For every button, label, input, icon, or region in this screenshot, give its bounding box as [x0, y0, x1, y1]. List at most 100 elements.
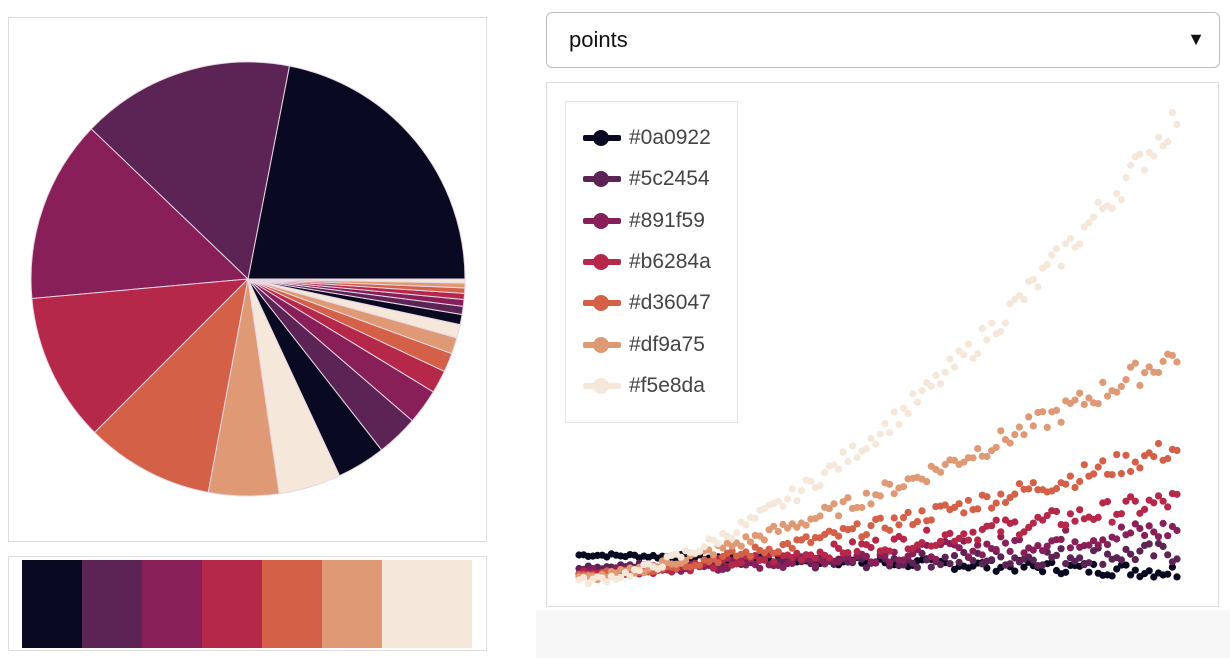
scatter-point	[997, 533, 1005, 541]
scatter-point	[955, 558, 963, 566]
scatter-point	[853, 547, 861, 556]
palette-swatch	[22, 560, 82, 648]
scatter-point	[807, 539, 815, 547]
pie-slice[interactable]	[90, 61, 291, 280]
scatter-point	[1029, 519, 1037, 527]
scatter-point	[1136, 150, 1144, 158]
scatter-point	[876, 492, 884, 500]
chevron-down-icon: ▼	[1187, 29, 1205, 49]
scatter-point	[1117, 382, 1125, 391]
scatter-point	[927, 382, 935, 390]
scatter-point	[1076, 389, 1084, 397]
scatter-point	[974, 350, 982, 358]
scatter-point	[1062, 480, 1070, 488]
scatter-point	[1057, 418, 1065, 426]
pie-slice[interactable]	[93, 277, 249, 493]
scatter-point	[1117, 196, 1125, 204]
scatter-point	[950, 363, 959, 371]
scatter-point	[709, 564, 717, 572]
scatter-point	[904, 409, 912, 418]
scatter-point	[960, 509, 968, 517]
scatter-point	[1025, 485, 1033, 493]
scatter-point	[788, 559, 796, 567]
scatter-point	[1173, 120, 1181, 128]
scatter-point	[886, 429, 894, 437]
scatter-point	[835, 532, 843, 540]
legend-item[interactable]: #f5e8da	[583, 372, 705, 400]
scatter-point	[635, 566, 643, 575]
scatter-point	[1122, 376, 1130, 384]
legend-marker-icon	[583, 207, 621, 235]
scatter-point	[742, 521, 750, 529]
legend-item[interactable]: #891f59	[583, 207, 705, 235]
scatter-point	[1080, 400, 1088, 408]
scatter-point	[839, 498, 847, 506]
scatter-point	[1108, 471, 1116, 479]
scatter-point	[1108, 572, 1116, 580]
scatter-point	[1150, 499, 1158, 507]
scatter-point	[946, 355, 954, 363]
scatter-point	[1011, 518, 1019, 526]
scatter-point	[941, 368, 949, 376]
pie-slice[interactable]	[31, 278, 250, 434]
scatter-point	[1122, 174, 1130, 182]
scatter-point	[1029, 546, 1037, 554]
legend-marker-icon	[583, 331, 621, 359]
legend-label: #df9a75	[629, 332, 705, 356]
scatter-point	[1062, 560, 1070, 568]
scatter-point	[1173, 526, 1181, 535]
scatter-point	[825, 554, 833, 562]
scatter-point	[964, 553, 972, 561]
scatter-point	[969, 528, 977, 536]
scatter-point	[779, 502, 787, 510]
scatter-point	[974, 541, 982, 549]
scatter-point	[737, 542, 745, 550]
scatter-point	[1080, 223, 1088, 231]
pie-slice[interactable]	[247, 278, 466, 284]
scatter-point	[978, 551, 986, 559]
scatter-point	[1164, 455, 1172, 463]
scatter-point	[937, 561, 945, 569]
legend-item[interactable]: #5c2454	[583, 165, 710, 193]
legend-item[interactable]: #d36047	[583, 289, 711, 317]
scatter-point	[927, 516, 935, 524]
scatter-point	[1159, 357, 1167, 365]
legend-item[interactable]: #0a0922	[583, 124, 711, 152]
scatter-point	[1020, 549, 1028, 557]
scatter-point	[1150, 573, 1158, 581]
scatter-point	[1043, 542, 1051, 550]
scatter-point	[1131, 520, 1139, 528]
scatter-point	[1020, 431, 1028, 439]
scatter-point	[1043, 511, 1051, 520]
scatter-point	[946, 560, 954, 568]
pie-slice[interactable]	[247, 65, 466, 280]
scatter-point	[797, 556, 806, 564]
scatter-point	[1029, 479, 1037, 487]
scatter-point	[1052, 551, 1061, 559]
scatter-point	[835, 512, 843, 520]
scatter-point	[974, 445, 982, 453]
legend-item[interactable]: #df9a75	[583, 331, 705, 359]
scatter-point	[904, 508, 912, 516]
scatter-point	[774, 548, 782, 556]
scatter-point	[677, 553, 685, 561]
scatter-point	[960, 458, 968, 466]
scatter-point	[876, 430, 884, 438]
pie-slice[interactable]	[30, 128, 250, 300]
scatter-point	[742, 533, 750, 541]
legend-item[interactable]: #b6284a	[583, 248, 711, 276]
scatter-point	[1159, 519, 1167, 527]
scatter-point	[821, 469, 829, 477]
scatter-point	[1154, 492, 1163, 500]
scatter-point	[881, 551, 889, 560]
scatter-point	[960, 351, 968, 359]
plot-type-select[interactable]: points ▼	[546, 12, 1220, 68]
scatter-point	[927, 563, 935, 571]
scatter-point	[909, 559, 917, 567]
scatter-point	[1159, 142, 1167, 150]
scatter-point	[714, 559, 722, 567]
scatter-point	[784, 495, 792, 503]
scatter-point	[848, 525, 857, 533]
scatter-point	[1131, 359, 1139, 367]
scatter-point	[1057, 535, 1065, 543]
